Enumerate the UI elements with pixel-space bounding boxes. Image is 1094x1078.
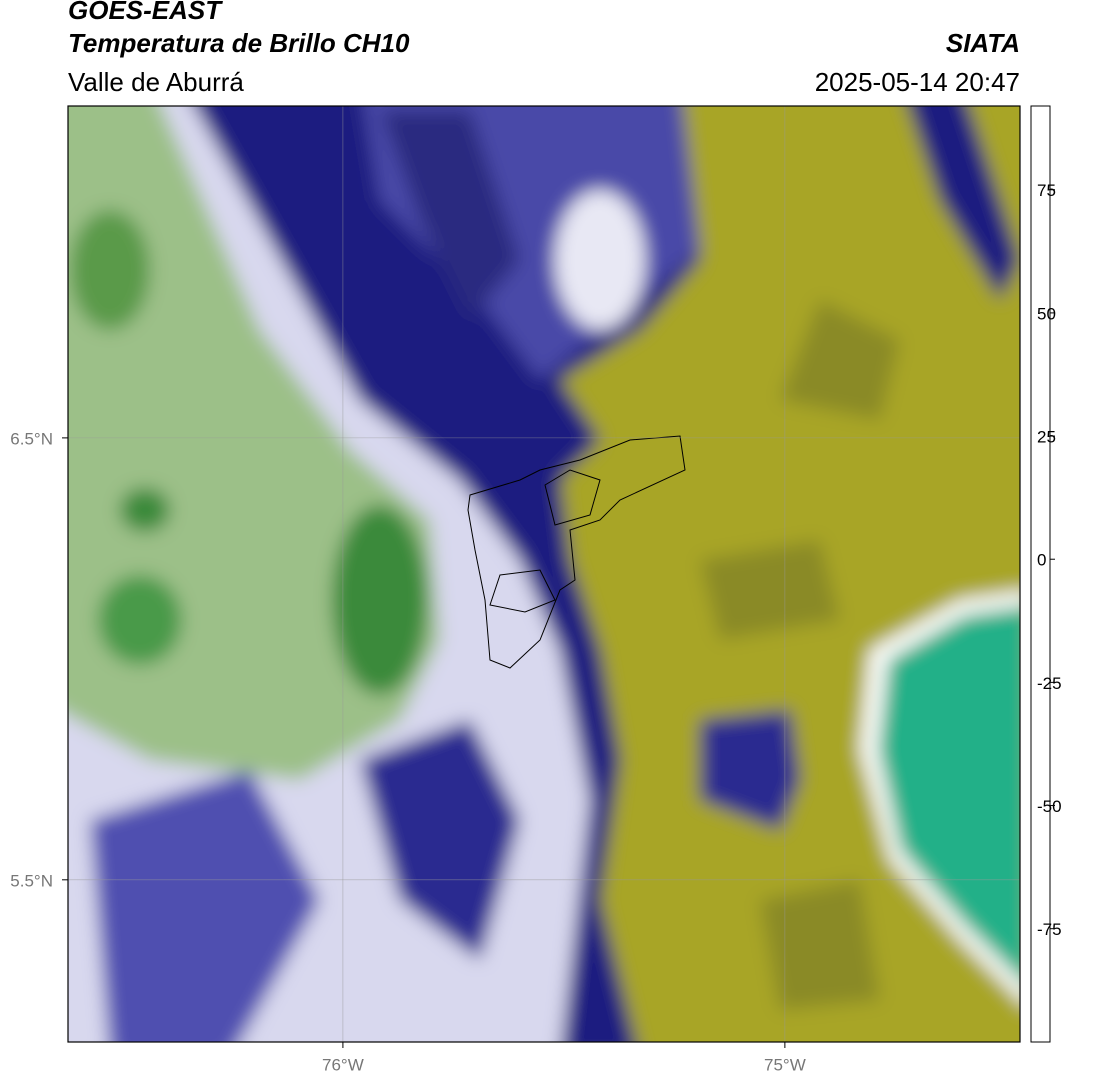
datetime: 2025-05-14 20:47 — [815, 67, 1020, 97]
colorbar-tick-label: 75 — [1037, 181, 1056, 200]
grid — [68, 106, 1020, 1042]
colorbar-tick-label: -25 — [1037, 674, 1062, 693]
subtitle: Temperatura de Brillo CH10 — [68, 28, 410, 58]
x-tick-label: 76°W — [322, 1055, 364, 1074]
colorbar — [1030, 105, 1051, 1043]
colorbar-tick-label: -75 — [1037, 920, 1062, 939]
municipal-boundaries — [467, 435, 686, 669]
source: SIATA — [946, 28, 1020, 58]
colorbar-tick-label: 25 — [1037, 428, 1056, 447]
map-frame — [67, 105, 1021, 1043]
map-image — [68, 106, 1020, 1042]
y-tick-label: 6.5°N — [10, 429, 53, 448]
y-tick-label: 5.5°N — [10, 871, 53, 890]
colorbar-tick-label: 0 — [1037, 551, 1046, 570]
colorbar-tick-label: 50 — [1037, 304, 1056, 323]
title: GOES-EAST — [68, 0, 223, 25]
x-tick-label: 75°W — [764, 1055, 806, 1074]
region: Valle de Aburrá — [68, 67, 244, 97]
colorbar-tick-label: -50 — [1037, 797, 1062, 816]
